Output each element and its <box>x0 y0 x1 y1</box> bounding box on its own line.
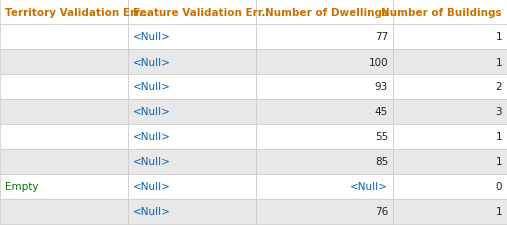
Text: <Null>: <Null> <box>133 32 171 42</box>
Bar <box>393 25 507 50</box>
Bar <box>128 124 256 149</box>
Text: 45: 45 <box>375 107 388 117</box>
Bar <box>0 124 128 149</box>
Bar <box>0 25 128 50</box>
Text: 85: 85 <box>375 157 388 167</box>
Text: 0: 0 <box>495 182 502 192</box>
Bar <box>256 174 393 199</box>
Bar <box>256 124 393 149</box>
Text: <Null>: <Null> <box>350 182 388 192</box>
Bar <box>393 99 507 124</box>
Bar <box>256 25 393 50</box>
Text: 1: 1 <box>495 207 502 216</box>
Bar <box>256 50 393 75</box>
Bar <box>128 25 256 50</box>
Text: <Null>: <Null> <box>133 207 171 216</box>
Text: <Null>: <Null> <box>133 132 171 142</box>
Text: 55: 55 <box>375 132 388 142</box>
Bar <box>128 75 256 99</box>
Bar <box>128 199 256 224</box>
Text: 1: 1 <box>495 157 502 167</box>
Text: Feature Validation Err...: Feature Validation Err... <box>133 7 273 17</box>
Bar <box>0 0 128 25</box>
Text: 100: 100 <box>369 57 388 67</box>
Bar <box>256 99 393 124</box>
Bar <box>128 149 256 174</box>
Bar <box>256 199 393 224</box>
Text: <Null>: <Null> <box>133 107 171 117</box>
Text: 1: 1 <box>495 57 502 67</box>
Text: <Null>: <Null> <box>133 82 171 92</box>
Text: 1: 1 <box>495 132 502 142</box>
Bar <box>128 50 256 75</box>
Bar <box>128 0 256 25</box>
Bar <box>393 0 507 25</box>
Bar <box>393 149 507 174</box>
Bar <box>128 174 256 199</box>
Text: <Null>: <Null> <box>133 157 171 167</box>
Text: <Null>: <Null> <box>133 182 171 192</box>
Bar <box>0 99 128 124</box>
Text: 77: 77 <box>375 32 388 42</box>
Bar <box>0 149 128 174</box>
Bar <box>128 99 256 124</box>
Text: Number of Dwellings: Number of Dwellings <box>265 7 388 17</box>
Text: 2: 2 <box>495 82 502 92</box>
Bar <box>393 50 507 75</box>
Bar <box>0 199 128 224</box>
Bar <box>393 174 507 199</box>
Text: Empty: Empty <box>5 182 39 192</box>
Bar <box>393 75 507 99</box>
Text: Number of Buildings: Number of Buildings <box>381 7 502 17</box>
Text: 93: 93 <box>375 82 388 92</box>
Bar <box>393 124 507 149</box>
Text: 76: 76 <box>375 207 388 216</box>
Text: 3: 3 <box>495 107 502 117</box>
Bar <box>256 75 393 99</box>
Bar <box>0 174 128 199</box>
Text: <Null>: <Null> <box>133 57 171 67</box>
Bar <box>256 0 393 25</box>
Bar <box>256 149 393 174</box>
Bar <box>393 199 507 224</box>
Text: Territory Validation Err...: Territory Validation Err... <box>5 7 151 17</box>
Bar <box>0 75 128 99</box>
Bar <box>0 50 128 75</box>
Text: 1: 1 <box>495 32 502 42</box>
